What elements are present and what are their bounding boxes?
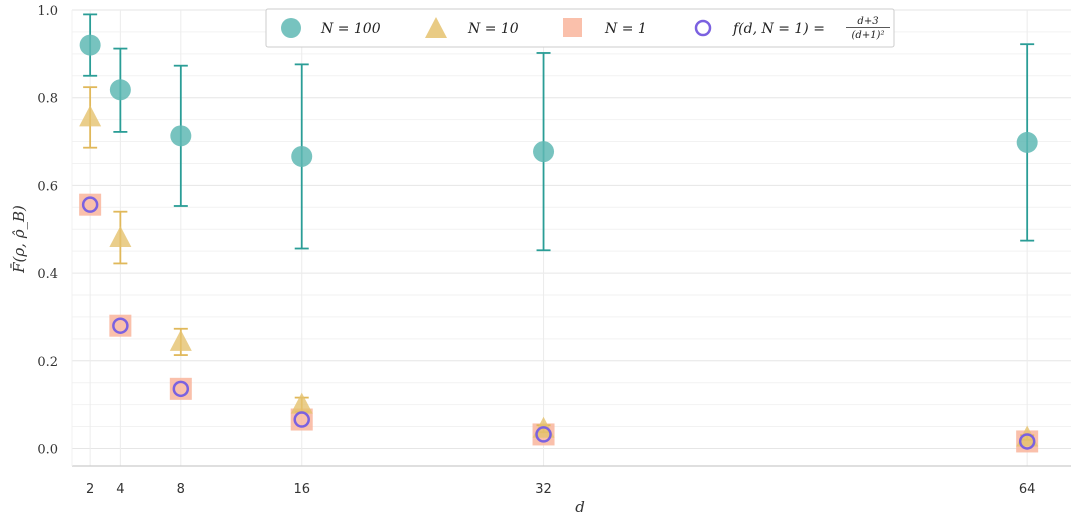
legend-label-f-prefix: f(d, N = 1) = [732,21,825,37]
point-n10 [169,329,192,351]
y-tick-labels: 0.0 0.2 0.4 0.6 0.8 1.0 [37,4,58,457]
legend-label-f-denominator: (d+1)² [852,30,885,41]
x-tick-label: 2 [86,482,94,497]
point-n10 [1016,425,1039,447]
data-marks [79,13,1039,453]
legend-marker-n100 [281,18,301,38]
x-tick-label: 64 [1019,482,1036,497]
x-tick-label: 4 [116,482,124,497]
legend-label-n10: N = 10 [467,21,519,37]
y-tick-label: 0.0 [37,442,58,457]
point-n10 [79,105,102,127]
x-tick-label: 8 [177,482,185,497]
point-n10 [290,392,313,414]
y-tick-label: 0.2 [37,355,58,370]
point-f-theory [535,426,552,443]
point-f-theory [172,380,190,398]
point-n100 [79,34,101,56]
point-n10 [109,226,132,247]
axes [71,10,1071,467]
point-n100 [291,145,313,167]
legend-marker-n10 [425,17,447,38]
y-tick-label: 0.6 [37,179,58,194]
point-f-theory [81,196,99,213]
y-tick-label: 1.0 [37,4,58,19]
legend-label-f-numerator: d+3 [857,16,878,27]
legend-marker-f [694,19,712,37]
y-tick-label: 0.4 [37,267,58,282]
x-tick-labels: 2 4 8 16 32 64 [86,482,1035,497]
point-f-theory [112,317,129,334]
x-tick-label: 32 [535,482,552,497]
point-n100 [109,79,131,101]
legend-label-n100: N = 100 [320,21,381,37]
grid [72,9,1071,466]
x-tick-label: 16 [293,482,310,497]
point-n100 [170,125,192,147]
point-f-theory [293,411,310,428]
legend-label-n1: N = 1 [604,21,647,37]
x-axis-label: d [575,498,585,516]
point-n100 [1016,131,1038,153]
legend: N = 100 N = 10 N = 1 f(d, N = 1) = d+3 (… [265,8,895,48]
y-axis-label: F̄(ρ, ρ̂_B) [10,205,28,274]
legend-marker-n1 [563,18,582,37]
y-tick-label: 0.8 [37,92,58,107]
point-n100 [533,141,555,163]
point-f-theory [1018,433,1036,450]
